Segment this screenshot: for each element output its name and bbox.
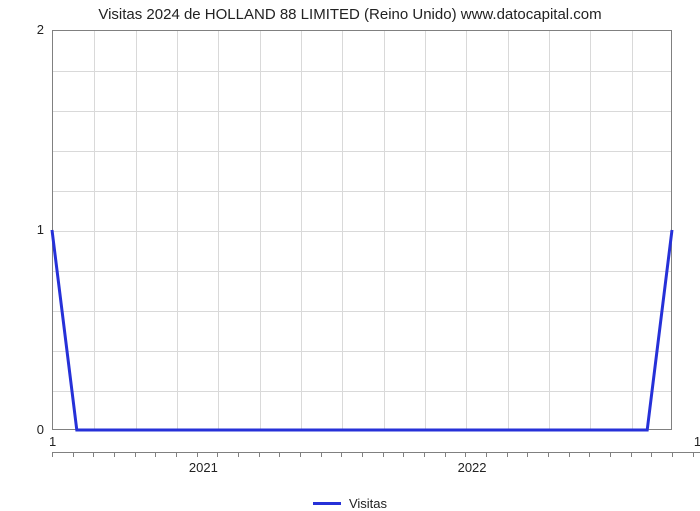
legend-swatch [313, 502, 341, 505]
series-line [0, 0, 700, 500]
chart-container: Visitas 2024 de HOLLAND 88 LIMITED (Rein… [0, 0, 700, 500]
